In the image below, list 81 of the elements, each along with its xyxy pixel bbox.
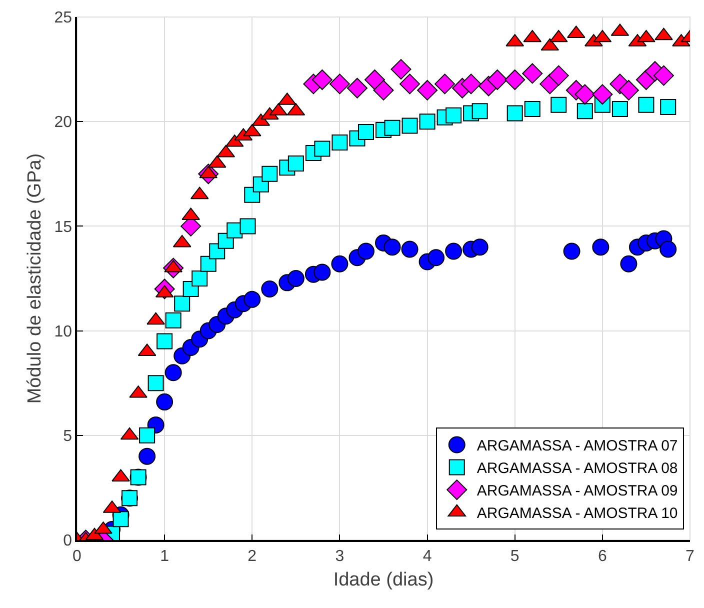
point: [504, 70, 526, 90]
y-tick-label: 10: [54, 323, 72, 340]
point: [112, 511, 129, 528]
point: [660, 240, 677, 258]
point: [653, 65, 674, 86]
point: [419, 114, 436, 130]
legend-label: ARGAMASSA - AMOSTRA 07: [476, 438, 678, 455]
point: [357, 242, 374, 260]
point: [312, 70, 332, 90]
point: [156, 393, 174, 410]
point: [550, 96, 567, 113]
point: [373, 80, 394, 100]
point: [487, 70, 508, 90]
point: [262, 166, 278, 182]
point: [390, 59, 412, 80]
point: [638, 96, 654, 113]
point: [244, 290, 261, 308]
point: [563, 242, 580, 260]
point: [165, 312, 182, 328]
y-tick-label: 20: [54, 114, 72, 132]
point: [445, 242, 462, 260]
point: [148, 375, 164, 392]
point: [660, 98, 676, 115]
point: [618, 80, 639, 100]
point: [472, 103, 488, 120]
point: [612, 101, 628, 118]
x-tick-label: 5: [510, 548, 520, 565]
point: [287, 270, 304, 287]
point: [329, 74, 350, 94]
point: [576, 103, 593, 120]
point: [592, 238, 610, 256]
y-tick-label: 0: [63, 532, 72, 550]
point: [332, 134, 348, 151]
point: [524, 101, 540, 118]
point: [434, 74, 456, 94]
point: [417, 80, 438, 100]
point: [314, 140, 330, 157]
point: [139, 427, 156, 444]
point: [400, 74, 420, 94]
x-tick-label: 4: [422, 548, 432, 565]
point: [138, 448, 156, 465]
x-tick-label: 2: [248, 548, 257, 565]
point: [548, 65, 569, 86]
y-axis-title: Módulo de elasticidade (GPa): [24, 153, 46, 404]
point: [402, 118, 418, 134]
point: [574, 84, 596, 105]
legend-label: ARGAMASSA - AMOSTRA 09: [476, 482, 678, 500]
point: [364, 70, 385, 90]
point: [240, 218, 256, 234]
point: [460, 74, 482, 94]
point: [446, 107, 462, 124]
point: [288, 155, 304, 172]
point: [384, 238, 401, 256]
point: [156, 333, 173, 350]
x-tick-label: 3: [335, 548, 344, 565]
point: [506, 105, 523, 122]
x-tick-label: 6: [598, 548, 607, 565]
point: [314, 264, 331, 281]
y-tick-label: 25: [54, 10, 72, 27]
point: [331, 255, 348, 272]
point: [174, 296, 190, 312]
x-tick-label: 1: [160, 548, 170, 565]
point: [200, 256, 216, 272]
point: [620, 255, 638, 272]
point: [261, 280, 278, 298]
legend-label: ARGAMASSA - AMOSTRA 10: [476, 505, 678, 522]
point: [384, 120, 400, 136]
point: [192, 270, 208, 286]
legend-label: ARGAMASSA - AMOSTRA 08: [476, 460, 678, 478]
point: [401, 240, 418, 258]
point: [428, 249, 445, 266]
point: [358, 124, 374, 140]
y-tick-label: 15: [54, 218, 72, 236]
point: [522, 63, 543, 84]
point: [164, 364, 182, 382]
x-tick-label: 7: [686, 548, 695, 565]
point: [471, 238, 488, 256]
x-axis-title: Idade (dias): [333, 569, 434, 590]
y-tick-label: 5: [63, 428, 72, 445]
point: [346, 78, 368, 98]
point: [592, 84, 613, 105]
